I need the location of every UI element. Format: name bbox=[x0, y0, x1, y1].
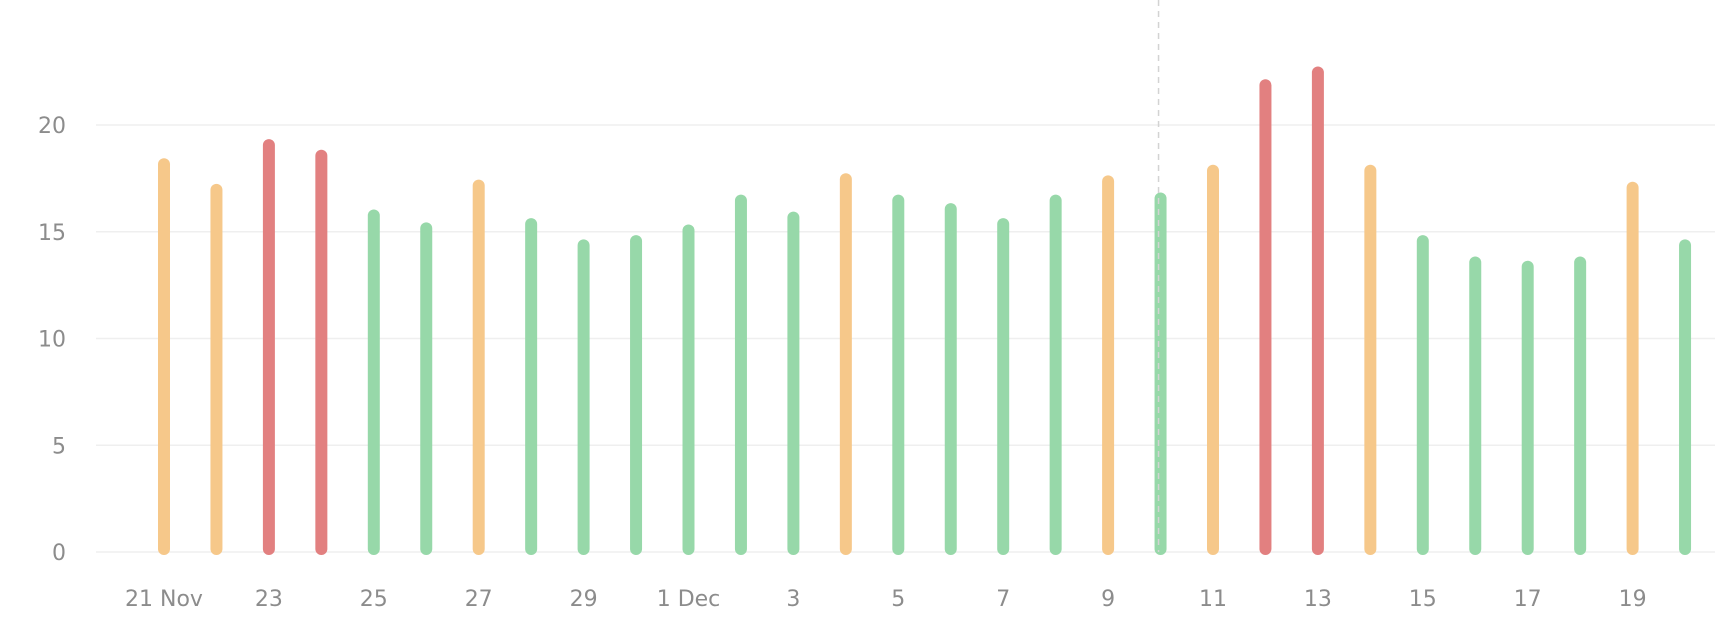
x-tick-label: 29 bbox=[570, 587, 598, 612]
y-axis: 0 5 10 15 20 bbox=[38, 114, 66, 566]
y-tick-label: 15 bbox=[38, 221, 66, 246]
x-axis: 21 Nov 23 25 27 29 1 Dec 3 5 7 9 11 13 15 17 19 bbox=[125, 587, 1647, 612]
x-tick-label: 1 Dec bbox=[657, 587, 721, 612]
grid-layer bbox=[96, 124, 1715, 553]
y-tick-label: 20 bbox=[38, 114, 66, 139]
x-tick-label: 17 bbox=[1514, 587, 1542, 612]
x-tick-label: 5 bbox=[891, 587, 905, 612]
x-tick-label: 3 bbox=[786, 587, 800, 612]
x-tick-label: 25 bbox=[360, 587, 388, 612]
y-tick-label: 0 bbox=[52, 541, 66, 566]
x-tick-label: 21 Nov bbox=[125, 587, 203, 612]
y-tick-label: 10 bbox=[38, 328, 66, 353]
x-tick-label: 19 bbox=[1619, 587, 1647, 612]
x-tick-label: 11 bbox=[1199, 587, 1227, 612]
bars-layer bbox=[158, 66, 1692, 555]
x-tick-label: 13 bbox=[1304, 587, 1332, 612]
x-tick-label: 23 bbox=[255, 587, 283, 612]
x-tick-label: 7 bbox=[996, 587, 1010, 612]
y-tick-label: 5 bbox=[52, 434, 66, 459]
x-tick-label: 9 bbox=[1101, 587, 1115, 612]
x-tick-label: 27 bbox=[465, 587, 493, 612]
x-tick-label: 15 bbox=[1409, 587, 1437, 612]
